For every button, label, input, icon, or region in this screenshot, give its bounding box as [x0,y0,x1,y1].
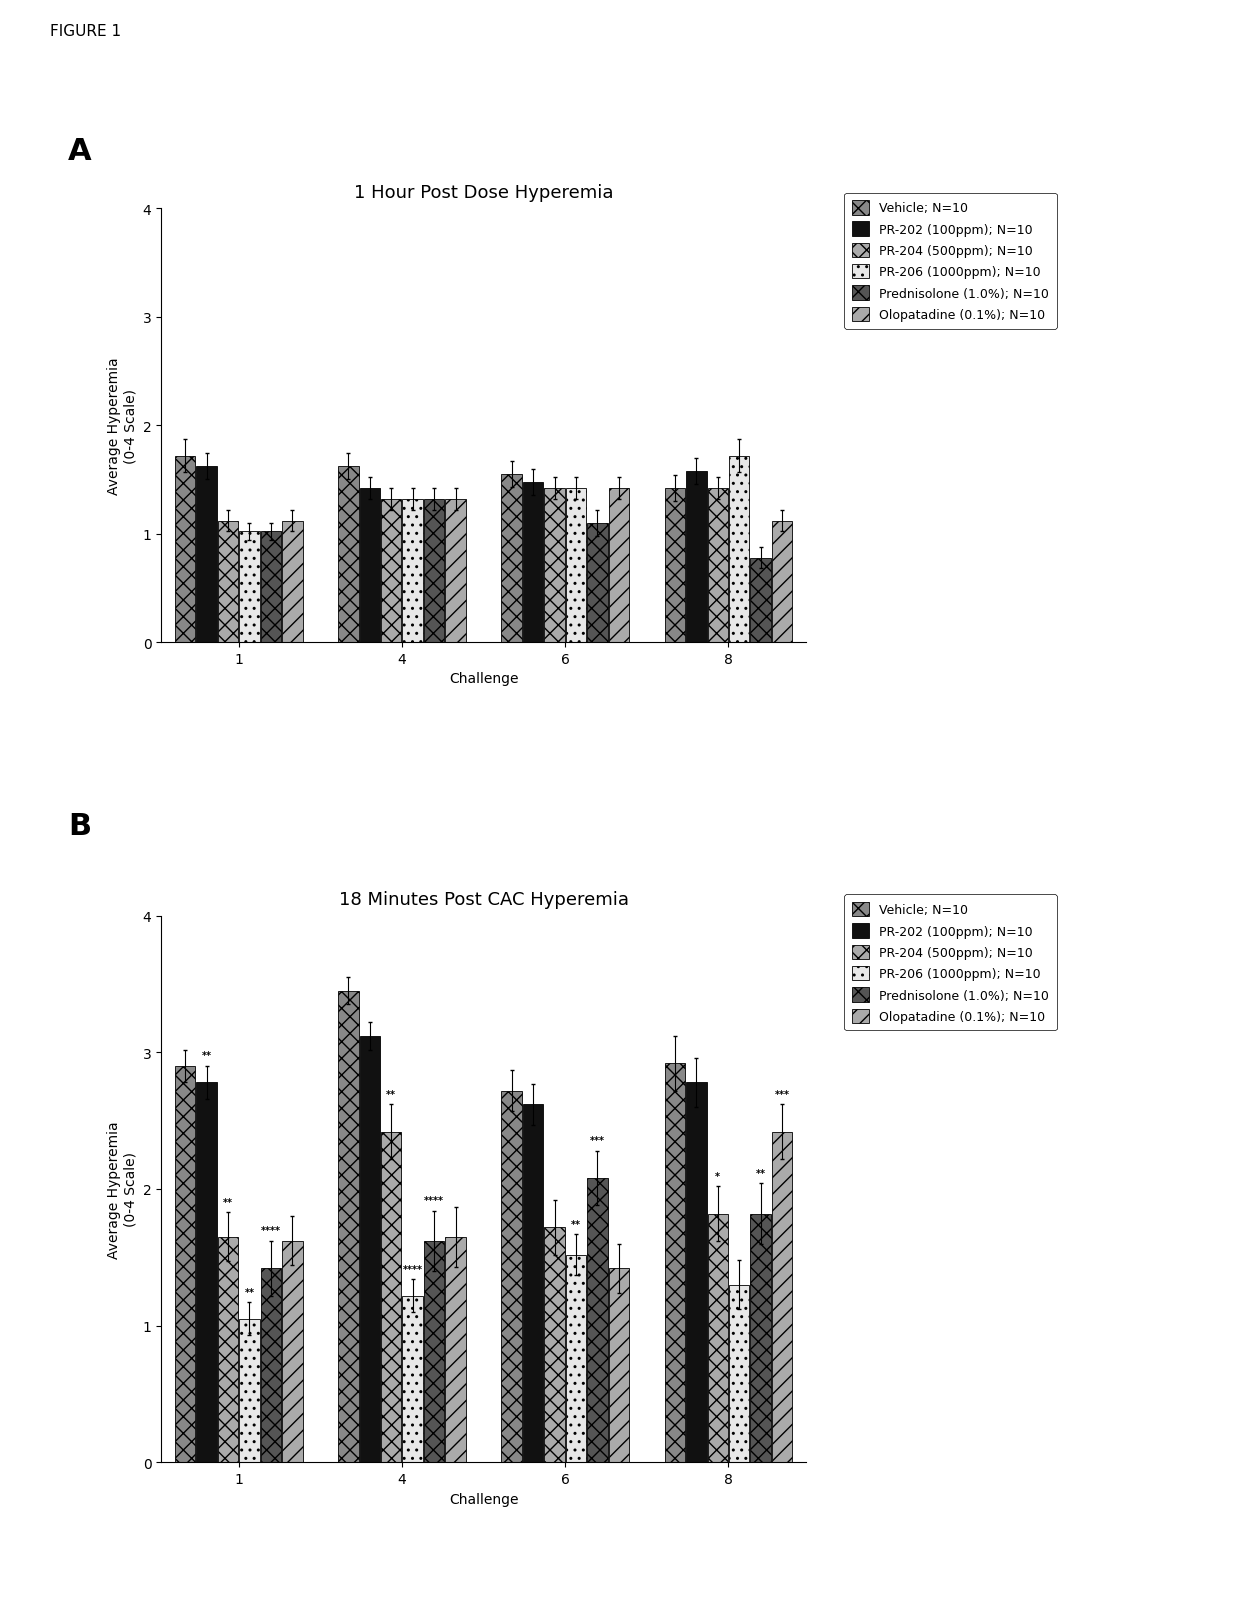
Bar [544,1228,564,1462]
Bar [771,521,792,643]
Bar [381,1131,402,1462]
Bar [771,1131,792,1462]
Bar [609,489,629,643]
Bar [588,1178,608,1462]
Bar [609,1268,629,1462]
Bar [218,1237,238,1462]
X-axis label: Challenge: Challenge [449,1491,518,1506]
Bar [544,489,564,643]
Text: ****: **** [424,1196,444,1205]
Bar [445,500,466,643]
Bar [708,489,728,643]
Text: ****: **** [403,1263,423,1274]
Bar [686,471,707,643]
Bar [360,489,379,643]
Bar [424,1241,444,1462]
Text: **: ** [223,1197,233,1207]
Bar [501,1091,522,1462]
Y-axis label: Average Hyperemia
(0-4 Scale): Average Hyperemia (0-4 Scale) [107,1120,138,1258]
Bar [196,468,217,643]
Bar [239,532,259,643]
Bar [565,1255,587,1462]
Bar [565,489,587,643]
X-axis label: Challenge: Challenge [449,672,518,686]
Bar [750,1213,771,1462]
Text: **: ** [244,1287,254,1297]
Bar [665,1064,684,1462]
Bar [239,1319,259,1462]
Bar [339,992,358,1462]
Text: FIGURE 1: FIGURE 1 [50,24,120,39]
Legend: Vehicle; N=10, PR-202 (100ppm); N=10, PR-204 (500ppm); N=10, PR-206 (1000ppm); N: Vehicle; N=10, PR-202 (100ppm); N=10, PR… [844,895,1056,1030]
Bar [523,482,543,643]
Text: **: ** [570,1218,580,1229]
Bar [339,468,358,643]
Text: B: B [68,812,92,840]
Title: 18 Minutes Post CAC Hyperemia: 18 Minutes Post CAC Hyperemia [339,890,629,910]
Y-axis label: Average Hyperemia
(0-4 Scale): Average Hyperemia (0-4 Scale) [107,357,138,495]
Bar [424,500,444,643]
Bar [588,524,608,643]
Bar [708,1213,728,1462]
Bar [175,1067,196,1462]
Bar [175,456,196,643]
Bar [445,1237,466,1462]
Bar [281,1241,303,1462]
Bar [729,456,749,643]
Text: *: * [715,1172,720,1181]
Text: A: A [68,137,92,166]
Bar [360,1037,379,1462]
Bar [523,1104,543,1462]
Bar [381,500,402,643]
Text: ****: **** [260,1226,281,1236]
Text: **: ** [755,1168,765,1178]
Legend: Vehicle; N=10, PR-202 (100ppm); N=10, PR-204 (500ppm); N=10, PR-206 (1000ppm); N: Vehicle; N=10, PR-202 (100ppm); N=10, PR… [844,193,1056,329]
Bar [729,1286,749,1462]
Bar [281,521,303,643]
Bar [403,1295,423,1462]
Bar [686,1083,707,1462]
Text: **: ** [202,1051,212,1061]
Bar [501,474,522,643]
Bar [260,1268,281,1462]
Bar [665,489,684,643]
Text: ***: *** [775,1090,790,1099]
Bar [196,1083,217,1462]
Text: **: ** [387,1090,397,1099]
Bar [750,558,771,643]
Bar [260,532,281,643]
Text: ***: *** [590,1136,605,1146]
Bar [403,500,423,643]
Bar [218,521,238,643]
Title: 1 Hour Post Dose Hyperemia: 1 Hour Post Dose Hyperemia [353,183,614,202]
